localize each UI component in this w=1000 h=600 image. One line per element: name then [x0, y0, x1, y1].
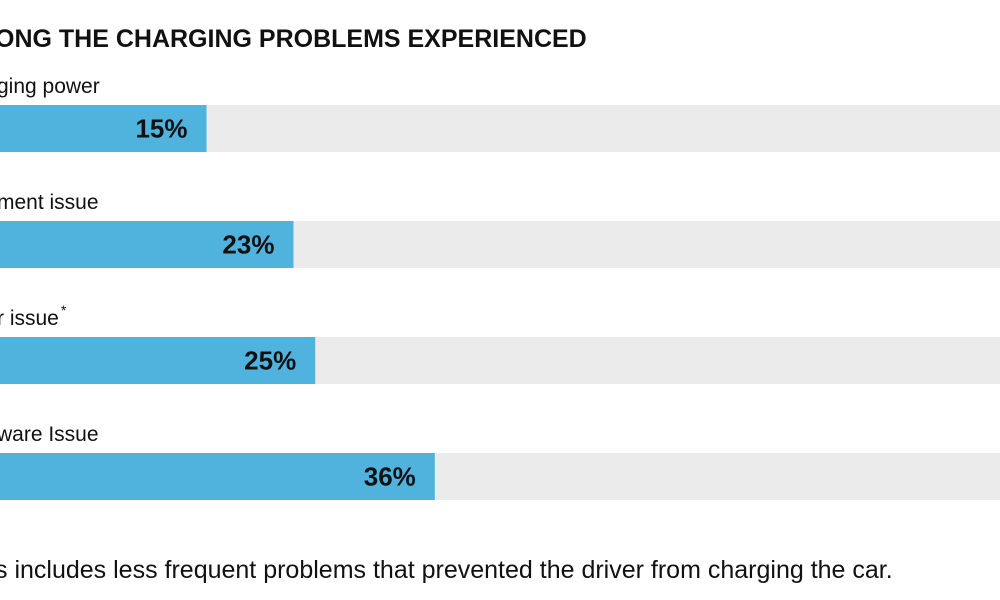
value-label: 25%: [244, 346, 296, 376]
chart-footnote: s includes less frequent problems that p…: [0, 556, 893, 584]
value-label: 15%: [135, 114, 187, 144]
footnote-marker: *: [61, 302, 67, 318]
category-label: ment issue: [0, 191, 99, 214]
value-label: 23%: [222, 230, 274, 260]
category-label: r issue: [0, 307, 59, 330]
bar-rows: ging power 15% ment issue 23% r issue 25% ware…: [0, 75, 1000, 500]
value-label: 36%: [364, 462, 416, 492]
category-label: ging power: [0, 75, 100, 98]
bar: [0, 105, 207, 152]
bar: [0, 337, 316, 384]
chart-title: ONG THE CHARGING PROBLEMS EXPERIENCED: [0, 25, 587, 53]
bar: [0, 221, 294, 268]
category-label: ware Issue: [0, 423, 99, 446]
bar: [0, 453, 435, 500]
